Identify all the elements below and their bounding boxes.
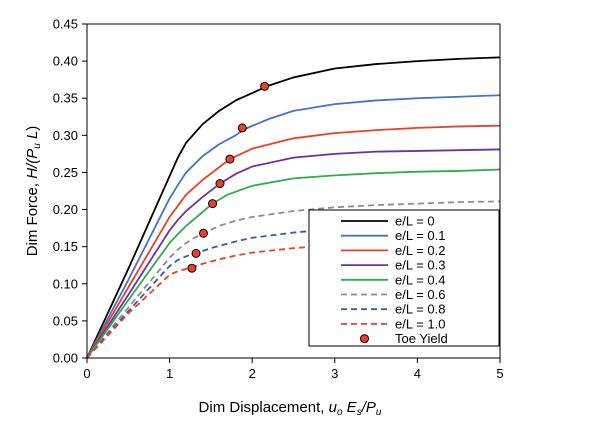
- legend-items: e/L = 0e/L = 0.1e/L = 0.2e/L = 0.3e/L = …: [341, 214, 448, 346]
- legend: e/L = 0e/L = 0.1e/L = 0.2e/L = 0.3e/L = …: [308, 209, 500, 347]
- tick-layer: 0 1 2 3 4 5 0.00 0.05 0.10 0.15 0.20 0.25 0.30 0.35 0.…: [53, 17, 504, 382]
- legend-label: e/L = 0.6: [395, 287, 445, 302]
- x-tick-label: 2: [249, 366, 256, 381]
- legend-label: Toe Yield: [395, 331, 448, 346]
- legend-label: e/L = 0.1: [395, 228, 445, 243]
- legend-label: e/L = 0.8: [395, 302, 445, 317]
- y-tick-label: 0.40: [53, 54, 78, 69]
- series-line-3: [86, 148, 501, 359]
- x-tick-label: 1: [166, 366, 173, 381]
- series-line-7: [86, 239, 501, 359]
- x-tick-label: 5: [496, 366, 503, 381]
- y-tick-label: 0.10: [53, 276, 78, 291]
- y-tick-label: 0.20: [53, 202, 78, 217]
- legend-label: e/L = 1.0: [395, 316, 445, 331]
- legend-label: e/L = 0: [395, 214, 435, 229]
- series-line-4: [86, 168, 501, 359]
- toe-yield-marker: [187, 263, 197, 273]
- series-line-5: [86, 200, 501, 359]
- toe-yield-marker: [215, 179, 225, 189]
- x-tick-label: 4: [414, 366, 421, 381]
- legend-marker: [360, 334, 369, 344]
- y-tick-label: 0.35: [53, 91, 78, 106]
- legend-label: e/L = 0.3: [395, 258, 445, 273]
- series-line-1: [86, 94, 501, 359]
- toe-yield-marker: [198, 228, 208, 238]
- y-tick-label: 0.30: [53, 128, 78, 143]
- toe-yield-marker: [237, 123, 247, 133]
- plot-frame: [86, 23, 501, 359]
- legend-label: e/L = 0.2: [395, 243, 445, 258]
- plot-layer: [86, 56, 501, 359]
- y-axis-title: Dim Force, H/(Pu L): [24, 126, 43, 257]
- series-line-0: [86, 56, 501, 359]
- toe-yield-marker: [208, 199, 218, 209]
- toe-yield-marker: [191, 248, 201, 258]
- toe-yield-marker: [260, 81, 270, 91]
- x-axis-title: Dim Displacement, uo Es/Pu: [199, 399, 382, 418]
- y-tick-label: 0.05: [53, 313, 78, 328]
- x-tick-label: 3: [331, 366, 338, 381]
- toe-yield-marker: [225, 154, 235, 164]
- y-tick-label: 0.00: [53, 351, 78, 366]
- legend-label: e/L = 0.4: [395, 272, 445, 287]
- legend-box: [308, 209, 500, 347]
- x-tick-label: 0: [83, 366, 90, 381]
- y-tick-label: 0.45: [53, 17, 78, 32]
- y-tick-label: 0.15: [53, 239, 78, 254]
- y-tick-label: 0.25: [53, 165, 78, 180]
